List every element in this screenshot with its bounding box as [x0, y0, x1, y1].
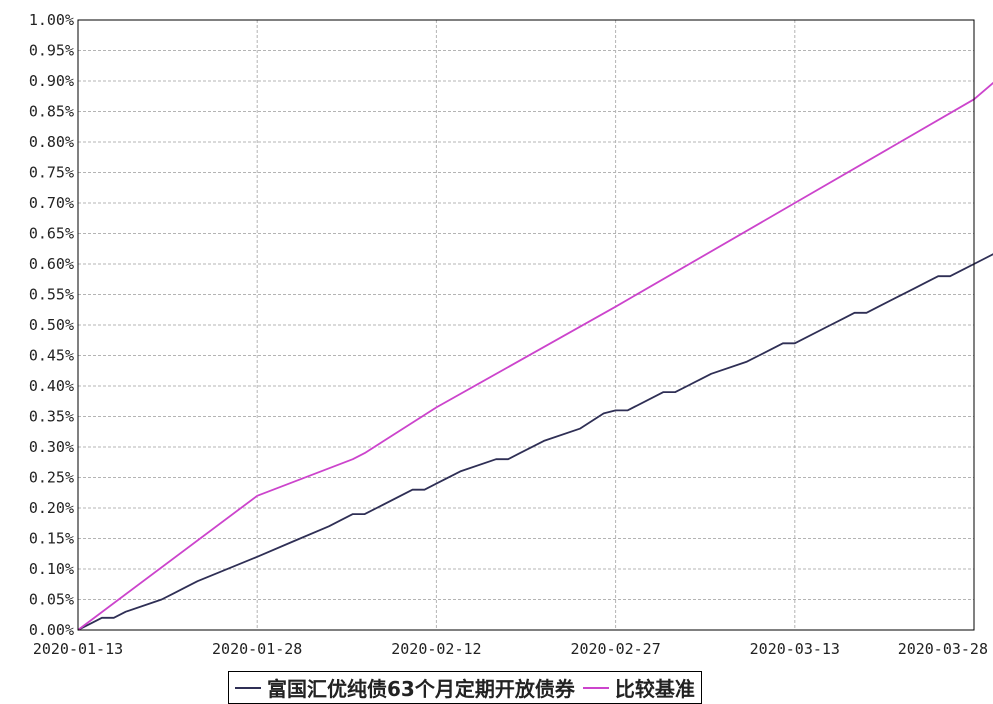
y-axis-ticks: 0.00% 0.05% 0.10% 0.15% 0.20% 0.25% 0.30% 0.35%…: [29, 11, 74, 639]
y-tick-label: 0.15%: [29, 530, 74, 548]
y-tick-label: 0.65%: [29, 225, 74, 243]
y-tick-label: 0.80%: [29, 133, 74, 151]
legend-swatch-fund: [235, 686, 261, 689]
y-tick-label: 0.75%: [29, 164, 74, 182]
y-tick-label: 0.70%: [29, 194, 74, 212]
series-line-fund: [77, 253, 993, 631]
series-line-benchmark: [77, 81, 993, 631]
series-lines: [77, 81, 993, 631]
y-tick-label: 0.55%: [29, 286, 74, 304]
x-tick-label: 2020-03-13: [750, 640, 840, 658]
y-tick-label: 0.00%: [29, 621, 74, 639]
legend-label-fund: 富国汇优纯债63个月定期开放债券: [267, 677, 575, 701]
y-tick-label: 0.20%: [29, 499, 74, 517]
x-axis-ticks: 2020-01-13 2020-01-28 2020-02-12 2020-02-27…: [33, 640, 988, 658]
plot-frame: [77, 19, 975, 631]
y-tick-label: 1.00%: [29, 11, 74, 29]
y-tick-label: 0.40%: [29, 377, 74, 395]
y-tick-label: 0.35%: [29, 408, 74, 426]
legend-item-fund: 富国汇优纯债63个月定期开放债券: [235, 673, 575, 702]
x-tick-label: 2020-02-12: [391, 640, 481, 658]
legend-swatch-benchmark: [582, 686, 609, 689]
chart-legend: 富国汇优纯债63个月定期开放债券 比较基准: [228, 671, 702, 704]
x-tick-label: 2020-03-28: [898, 640, 988, 658]
y-tick-label: 0.25%: [29, 469, 74, 487]
y-tick-label: 0.05%: [29, 591, 74, 609]
y-tick-label: 0.90%: [29, 72, 74, 90]
y-tick-label: 0.60%: [29, 255, 74, 273]
legend-label-benchmark: 比较基准: [614, 677, 695, 701]
grid: [78, 20, 974, 630]
y-tick-label: 0.45%: [29, 347, 74, 365]
x-tick-label: 2020-01-28: [212, 640, 302, 658]
y-tick-label: 0.50%: [29, 316, 74, 334]
y-tick-label: 0.85%: [29, 103, 74, 121]
y-tick-label: 0.10%: [29, 560, 74, 578]
y-tick-label: 0.95%: [29, 42, 74, 60]
x-tick-label: 2020-02-27: [570, 640, 660, 658]
x-tick-label: 2020-01-13: [33, 640, 123, 658]
legend-item-benchmark: 比较基准: [582, 673, 695, 702]
y-tick-label: 0.30%: [29, 438, 74, 456]
